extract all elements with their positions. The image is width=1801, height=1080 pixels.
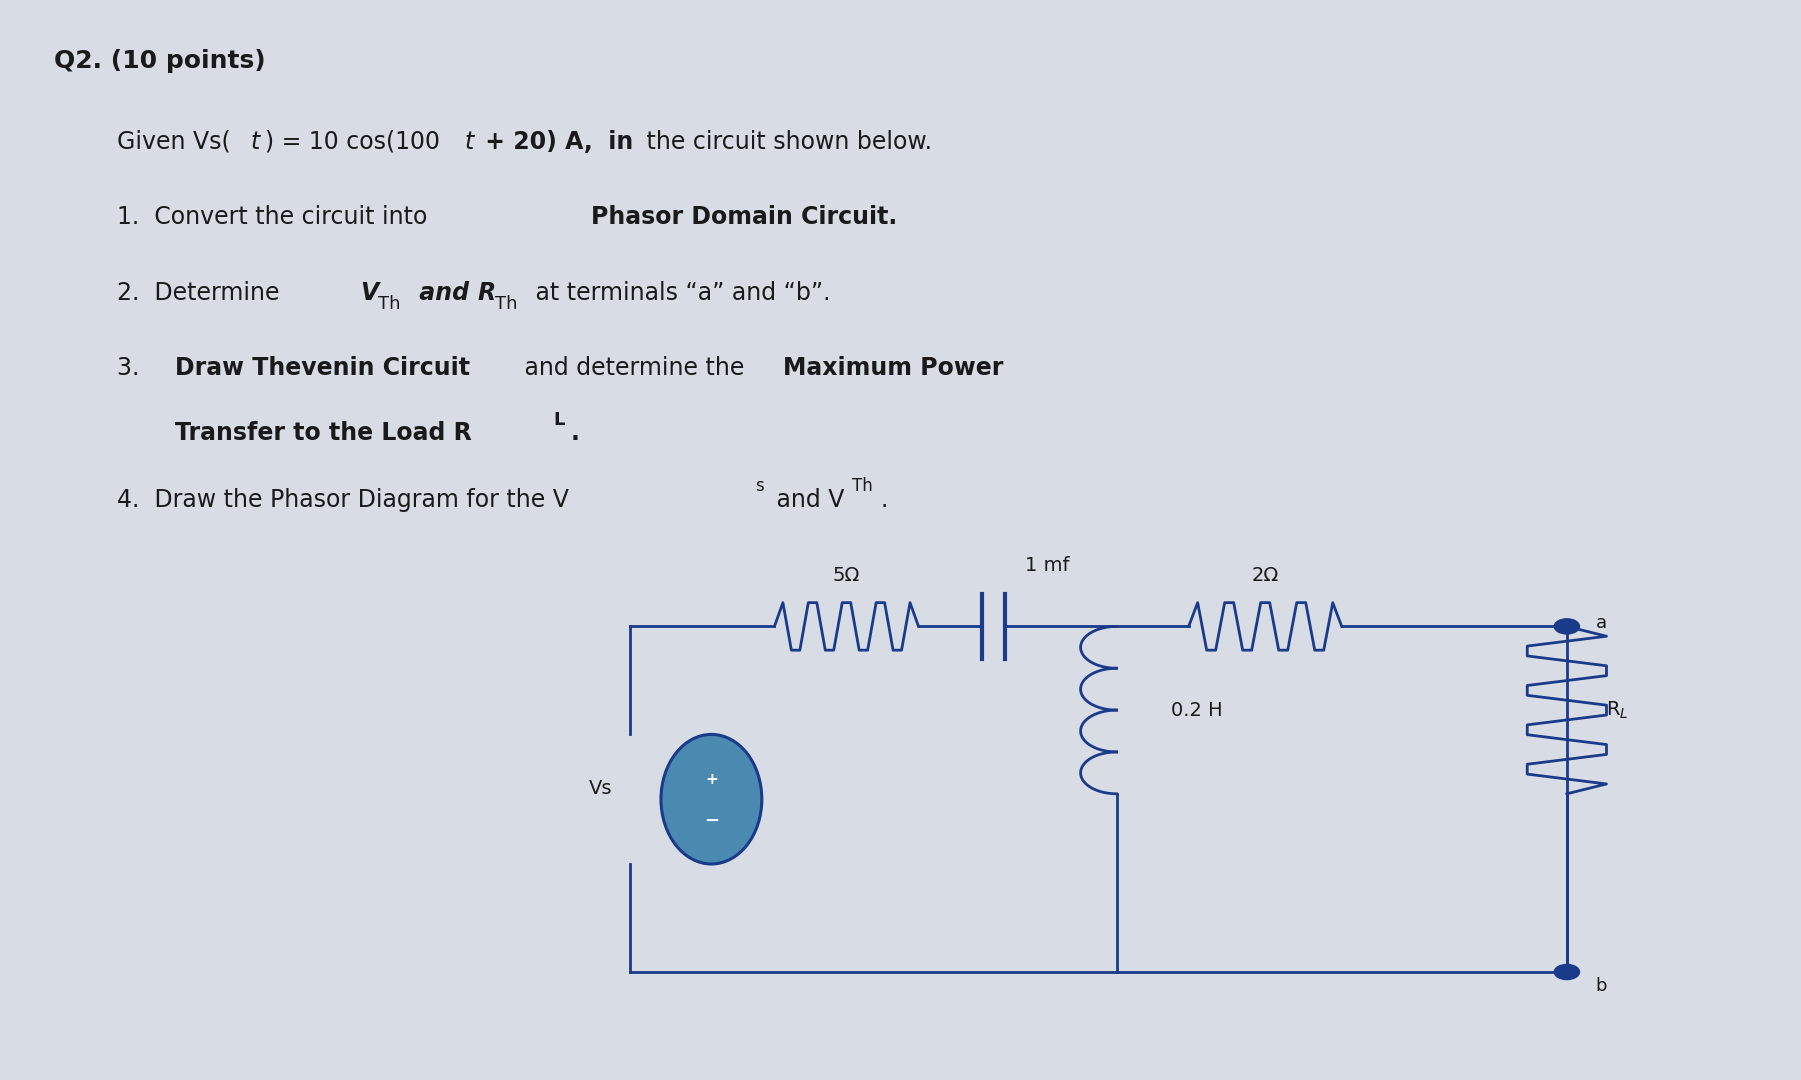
Text: Th: Th <box>495 295 517 313</box>
Text: 3.: 3. <box>117 356 155 380</box>
Text: and V: and V <box>769 488 845 512</box>
Circle shape <box>1554 964 1579 980</box>
Text: .: . <box>571 421 580 445</box>
Text: a: a <box>1596 615 1606 632</box>
Text: s: s <box>755 477 764 496</box>
Text: R: R <box>477 281 495 305</box>
Text: 2Ω: 2Ω <box>1252 566 1279 585</box>
Text: at terminals “a” and “b”.: at terminals “a” and “b”. <box>528 281 830 305</box>
Text: Th: Th <box>378 295 400 313</box>
Text: in: in <box>600 130 632 153</box>
Text: R$_L$: R$_L$ <box>1606 700 1630 720</box>
Text: 4.  Draw the Phasor Diagram for the V: 4. Draw the Phasor Diagram for the V <box>117 488 569 512</box>
Text: the circuit shown below.: the circuit shown below. <box>639 130 933 153</box>
Text: Draw Thevenin Circuit: Draw Thevenin Circuit <box>175 356 470 380</box>
Text: Th: Th <box>852 477 873 496</box>
Text: ) = 10 cos(100: ) = 10 cos(100 <box>265 130 439 153</box>
Text: Transfer to the Load R: Transfer to the Load R <box>175 421 472 445</box>
Text: L: L <box>553 411 564 430</box>
Text: V: V <box>360 281 378 305</box>
Text: −: − <box>704 812 719 829</box>
Text: Phasor Domain Circuit.: Phasor Domain Circuit. <box>591 205 897 229</box>
Text: 1 mf: 1 mf <box>1025 555 1070 575</box>
Text: +: + <box>704 772 719 787</box>
Circle shape <box>1554 619 1579 634</box>
Text: Maximum Power: Maximum Power <box>783 356 1003 380</box>
Text: 0.2 H: 0.2 H <box>1171 701 1223 719</box>
Text: 1.  Convert the circuit into: 1. Convert the circuit into <box>117 205 434 229</box>
Text: Given Vs(: Given Vs( <box>117 130 231 153</box>
Text: 2.  Determine: 2. Determine <box>117 281 286 305</box>
Text: t: t <box>465 130 474 153</box>
Text: and: and <box>411 281 477 305</box>
Text: and determine the: and determine the <box>517 356 751 380</box>
Text: t: t <box>250 130 259 153</box>
Text: .: . <box>881 488 888 512</box>
Ellipse shape <box>661 734 762 864</box>
Text: Vs: Vs <box>589 779 612 798</box>
Text: 5Ω: 5Ω <box>832 566 861 585</box>
Text: b: b <box>1596 977 1606 996</box>
Text: Q2. (10 points): Q2. (10 points) <box>54 49 267 72</box>
Text: + 20) A,: + 20) A, <box>477 130 593 153</box>
